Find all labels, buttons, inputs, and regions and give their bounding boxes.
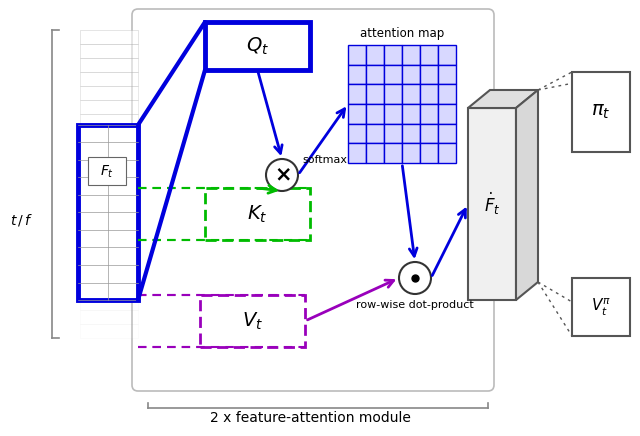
Bar xyxy=(438,45,456,65)
Bar xyxy=(205,188,310,240)
Bar xyxy=(438,104,456,124)
Bar xyxy=(80,310,138,324)
Bar xyxy=(366,84,384,104)
Bar xyxy=(420,143,438,163)
Bar xyxy=(80,240,138,254)
Bar xyxy=(384,143,402,163)
Bar xyxy=(348,45,366,65)
Bar xyxy=(366,124,384,143)
Bar xyxy=(572,278,630,336)
Bar xyxy=(420,84,438,104)
Bar xyxy=(80,100,138,114)
Bar xyxy=(572,72,630,152)
Bar xyxy=(402,45,420,65)
Bar xyxy=(384,124,402,143)
Bar xyxy=(348,84,366,104)
Bar xyxy=(80,142,138,156)
FancyBboxPatch shape xyxy=(132,9,494,391)
Bar xyxy=(438,124,456,143)
Bar xyxy=(438,84,456,104)
Text: $F_{\mathregular{t}}$: $F_{\mathregular{t}}$ xyxy=(100,164,114,180)
Bar xyxy=(348,104,366,124)
Bar xyxy=(366,45,384,65)
Text: attention map: attention map xyxy=(360,27,444,40)
Bar xyxy=(402,124,420,143)
Bar xyxy=(205,22,310,70)
Bar xyxy=(402,104,420,124)
Bar xyxy=(80,198,138,212)
Bar xyxy=(80,324,138,338)
Bar xyxy=(80,86,138,100)
Text: $\dot{F}_{\mathregular{t}}$: $\dot{F}_{\mathregular{t}}$ xyxy=(484,191,500,217)
Bar xyxy=(384,84,402,104)
Bar xyxy=(80,44,138,58)
Bar xyxy=(348,143,366,163)
Bar xyxy=(366,104,384,124)
Bar xyxy=(420,124,438,143)
Bar xyxy=(80,128,138,142)
Circle shape xyxy=(399,262,431,294)
Polygon shape xyxy=(468,90,538,108)
Bar xyxy=(348,124,366,143)
Bar xyxy=(420,104,438,124)
Text: $V_{\mathregular{t}}$: $V_{\mathregular{t}}$ xyxy=(242,310,263,332)
Text: $\mathbf{\times}$: $\mathbf{\times}$ xyxy=(273,165,291,185)
Bar xyxy=(78,125,138,300)
Bar xyxy=(80,254,138,268)
Bar xyxy=(80,58,138,72)
Bar xyxy=(420,65,438,84)
Text: $K_{\mathregular{t}}$: $K_{\mathregular{t}}$ xyxy=(247,203,268,225)
Bar xyxy=(402,143,420,163)
Bar xyxy=(384,104,402,124)
Bar xyxy=(420,45,438,65)
Text: softmax: softmax xyxy=(302,155,347,165)
Bar xyxy=(80,268,138,282)
Bar xyxy=(348,65,366,84)
Bar xyxy=(80,114,138,128)
Bar xyxy=(80,212,138,226)
Bar xyxy=(402,65,420,84)
Bar xyxy=(366,65,384,84)
Bar xyxy=(80,72,138,86)
Circle shape xyxy=(266,159,298,191)
Bar xyxy=(200,295,305,347)
Text: $V^{\pi}_{\mathregular{t}}$: $V^{\pi}_{\mathregular{t}}$ xyxy=(591,296,611,317)
Bar xyxy=(80,30,138,44)
Text: 2 x feature-attention module: 2 x feature-attention module xyxy=(209,411,410,425)
Bar xyxy=(438,143,456,163)
Bar xyxy=(402,84,420,104)
Bar xyxy=(80,170,138,184)
Text: row-wise dot-product: row-wise dot-product xyxy=(356,300,474,310)
Bar xyxy=(80,296,138,310)
Text: $Q_{\mathregular{t}}$: $Q_{\mathregular{t}}$ xyxy=(246,35,269,57)
Bar xyxy=(468,108,516,300)
Bar xyxy=(384,65,402,84)
Bar xyxy=(80,282,138,296)
Bar xyxy=(366,143,384,163)
Bar xyxy=(80,184,138,198)
Bar xyxy=(384,45,402,65)
Bar xyxy=(80,226,138,240)
Text: $\pi_{\mathregular{t}}$: $\pi_{\mathregular{t}}$ xyxy=(591,102,611,122)
Bar xyxy=(80,156,138,170)
Text: $t\,/\,f$: $t\,/\,f$ xyxy=(10,212,34,228)
Bar xyxy=(88,157,126,185)
Polygon shape xyxy=(516,90,538,300)
Bar xyxy=(438,65,456,84)
